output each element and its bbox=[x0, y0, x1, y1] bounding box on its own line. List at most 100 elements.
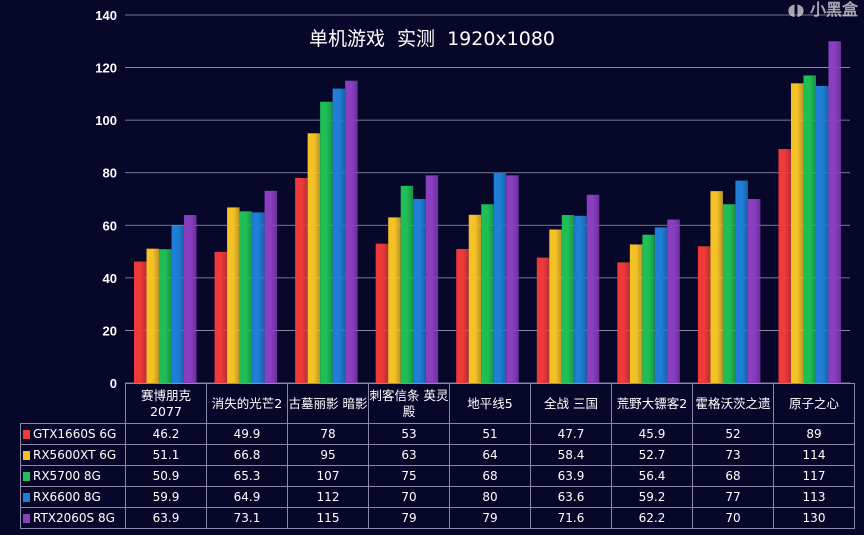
data-label: 114 bbox=[773, 444, 855, 466]
bar-rtx2060s-8g bbox=[586, 194, 600, 383]
y-tick-label: 120 bbox=[95, 61, 117, 76]
bar-rx6600-8g bbox=[815, 85, 829, 383]
data-label: 63.9 bbox=[530, 465, 612, 487]
bar-rx6600-8g bbox=[654, 227, 668, 383]
data-label: 63.9 bbox=[125, 507, 207, 529]
data-label: 64 bbox=[449, 444, 531, 466]
legend-swatch bbox=[23, 472, 30, 481]
data-label: 113 bbox=[773, 486, 855, 508]
bar-rx6600-8g bbox=[574, 215, 587, 383]
bar-rx5700-8g bbox=[803, 75, 816, 383]
bar-rx5600xt-6g bbox=[790, 83, 804, 383]
data-label: 47.7 bbox=[530, 423, 612, 445]
series-name: GTX1660S 6G bbox=[33, 427, 117, 441]
data-label: 117 bbox=[773, 465, 855, 487]
data-table: 赛博朋克2077 消失的光芒2 古墓丽影 暗影 刺客信条 英灵殿 地平线5 全战 三国 荒野… bbox=[20, 383, 855, 529]
y-tick-label: 20 bbox=[103, 323, 117, 338]
data-label: 71.6 bbox=[530, 507, 612, 529]
data-label: 53 bbox=[368, 423, 450, 445]
data-label: 56.4 bbox=[611, 465, 693, 487]
table-row: RTX2060S 8G 63.9 73.1 115 79 79 71.6 62.2 70 130 bbox=[20, 507, 855, 529]
table-row: RX5700 8G 50.9 65.3 107 75 68 63.9 56.4 68 117 bbox=[20, 465, 855, 487]
data-label: 59.2 bbox=[611, 486, 693, 508]
legend-entry: RX6600 8G bbox=[20, 486, 126, 508]
data-label: 51.1 bbox=[125, 444, 207, 466]
chart-title: 单机游戏 实测 1920x1080 bbox=[308, 28, 556, 50]
bar-rtx2060s-8g bbox=[667, 219, 680, 383]
bar-rtx2060s-8g bbox=[747, 199, 761, 383]
data-label: 66.8 bbox=[206, 444, 288, 466]
bar-rx5700-8g bbox=[400, 185, 414, 383]
data-label: 65.3 bbox=[206, 465, 288, 487]
bar-rx6600-8g bbox=[735, 180, 748, 383]
data-label: 63.6 bbox=[530, 486, 612, 508]
legend-entry: RX5600XT 6G bbox=[20, 444, 126, 466]
series-name: RX5600XT 6G bbox=[33, 448, 117, 462]
bar-gtx1660s-6g bbox=[214, 251, 228, 383]
data-label: 64.9 bbox=[206, 486, 288, 508]
bar-rx5600xt-6g bbox=[146, 248, 160, 383]
legend-swatch bbox=[23, 451, 30, 460]
data-label: 70 bbox=[368, 486, 450, 508]
data-label: 46.2 bbox=[125, 423, 207, 445]
table-row: GTX1660S 6G 46.2 49.9 78 53 51 47.7 45.9 52 89 bbox=[20, 423, 855, 445]
category-label: 赛博朋克2077 bbox=[125, 383, 207, 424]
bar-rx5700-8g bbox=[722, 204, 736, 383]
data-label: 70 bbox=[692, 507, 774, 529]
bar-rx6600-8g bbox=[332, 88, 346, 383]
data-label: 112 bbox=[287, 486, 369, 508]
data-label: 73.1 bbox=[206, 507, 288, 529]
legend-entry: RX5700 8G bbox=[20, 465, 126, 487]
data-label: 77 bbox=[692, 486, 774, 508]
bar-rtx2060s-8g bbox=[425, 175, 439, 383]
bar-gtx1660s-6g bbox=[617, 262, 630, 383]
bar-gtx1660s-6g bbox=[697, 246, 711, 383]
data-label: 89 bbox=[773, 423, 855, 445]
bar-gtx1660s-6g bbox=[536, 257, 550, 383]
series-name: RX5700 8G bbox=[33, 469, 101, 483]
bar-rx6600-8g bbox=[171, 225, 185, 383]
bar-rx5600xt-6g bbox=[227, 207, 240, 383]
category-label: 荒野大镖客2 bbox=[611, 383, 693, 424]
bar-rx5600xt-6g bbox=[710, 191, 723, 383]
series-name: RTX2060S 8G bbox=[33, 511, 115, 525]
data-label: 73 bbox=[692, 444, 774, 466]
table-row: RX6600 8G 59.9 64.9 112 70 80 63.6 59.2 77 113 bbox=[20, 486, 855, 508]
bar-rx5700-8g bbox=[561, 215, 575, 383]
bar-rtx2060s-8g bbox=[264, 190, 278, 383]
data-label: 130 bbox=[773, 507, 855, 529]
data-label: 51 bbox=[449, 423, 531, 445]
bar-gtx1660s-6g bbox=[778, 149, 791, 383]
bar-rx5700-8g bbox=[239, 211, 253, 383]
data-label: 49.9 bbox=[206, 423, 288, 445]
category-label: 刺客信条 英灵殿 bbox=[368, 383, 450, 424]
category-label: 地平线5 bbox=[449, 383, 531, 424]
category-label: 原子之心 bbox=[773, 383, 855, 424]
data-label: 45.9 bbox=[611, 423, 693, 445]
data-label: 52 bbox=[692, 423, 774, 445]
bar-rx5600xt-6g bbox=[629, 244, 643, 383]
table-row: RX5600XT 6G 51.1 66.8 95 63 64 58.4 52.7 73 114 bbox=[20, 444, 855, 466]
category-label: 霍格沃茨之遗 bbox=[692, 383, 774, 424]
y-tick-label: 140 bbox=[95, 8, 117, 23]
bar-rtx2060s-8g bbox=[345, 80, 358, 383]
category-label: 古墓丽影 暗影 bbox=[287, 383, 369, 424]
watermark-logo: ◖◗ 小黑盒 bbox=[787, 0, 858, 19]
bar-rtx2060s-8g bbox=[184, 215, 197, 383]
bar-rx5700-8g bbox=[481, 204, 494, 383]
data-label: 63 bbox=[368, 444, 450, 466]
legend-entry: GTX1660S 6G bbox=[20, 423, 126, 445]
bar-rtx2060s-8g bbox=[828, 41, 841, 384]
bar-rx5600xt-6g bbox=[549, 229, 562, 383]
bar-rx5700-8g bbox=[320, 101, 333, 383]
watermark-text: 小黑盒 bbox=[809, 0, 858, 19]
table-corner bbox=[21, 384, 126, 424]
bar-rx6600-8g bbox=[252, 212, 265, 383]
y-tick-label: 40 bbox=[103, 271, 117, 286]
bar-rtx2060s-8g bbox=[506, 175, 519, 383]
bar-rx6600-8g bbox=[493, 172, 507, 383]
series-name: RX6600 8G bbox=[33, 490, 101, 504]
data-label: 68 bbox=[449, 465, 531, 487]
data-label: 107 bbox=[287, 465, 369, 487]
